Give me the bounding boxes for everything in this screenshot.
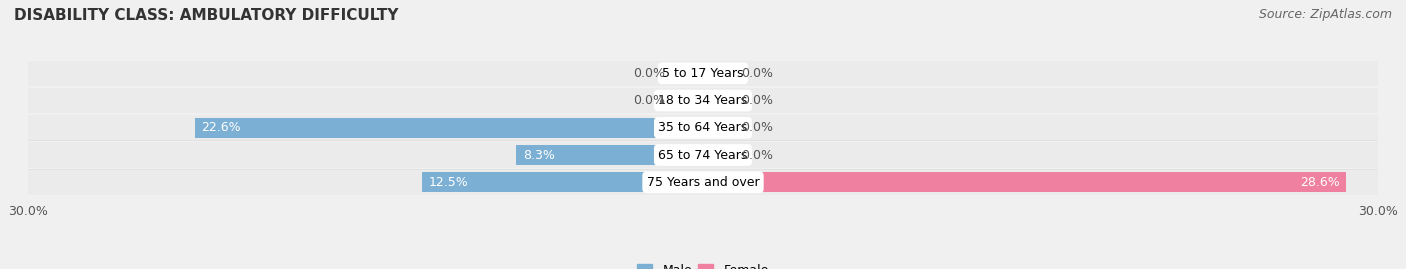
Bar bbox=[28, 88, 1378, 113]
Bar bbox=[703, 91, 737, 110]
Text: 28.6%: 28.6% bbox=[1301, 176, 1340, 189]
Text: 12.5%: 12.5% bbox=[429, 176, 468, 189]
Bar bbox=[28, 88, 1378, 113]
Text: 0.0%: 0.0% bbox=[741, 121, 773, 134]
Bar bbox=[669, 63, 703, 83]
Legend: Male, Female: Male, Female bbox=[637, 264, 769, 269]
Text: Source: ZipAtlas.com: Source: ZipAtlas.com bbox=[1258, 8, 1392, 21]
Bar bbox=[194, 118, 703, 137]
Bar bbox=[422, 172, 703, 192]
Text: 22.6%: 22.6% bbox=[201, 121, 240, 134]
Bar bbox=[28, 142, 1378, 168]
Bar bbox=[703, 172, 1347, 192]
Bar bbox=[28, 170, 1378, 195]
Bar bbox=[703, 118, 737, 137]
Text: 0.0%: 0.0% bbox=[633, 67, 665, 80]
Text: 65 to 74 Years: 65 to 74 Years bbox=[658, 148, 748, 161]
Text: 18 to 34 Years: 18 to 34 Years bbox=[658, 94, 748, 107]
Text: 5 to 17 Years: 5 to 17 Years bbox=[662, 67, 744, 80]
Bar bbox=[28, 143, 1378, 168]
Text: 0.0%: 0.0% bbox=[633, 94, 665, 107]
Bar bbox=[28, 115, 1378, 141]
Text: 0.0%: 0.0% bbox=[741, 148, 773, 161]
Text: 75 Years and over: 75 Years and over bbox=[647, 176, 759, 189]
Text: 35 to 64 Years: 35 to 64 Years bbox=[658, 121, 748, 134]
Bar bbox=[28, 169, 1378, 195]
Bar bbox=[516, 145, 703, 165]
Text: 0.0%: 0.0% bbox=[741, 94, 773, 107]
Bar bbox=[669, 91, 703, 110]
Bar bbox=[703, 145, 737, 165]
Text: DISABILITY CLASS: AMBULATORY DIFFICULTY: DISABILITY CLASS: AMBULATORY DIFFICULTY bbox=[14, 8, 398, 23]
Text: 8.3%: 8.3% bbox=[523, 148, 555, 161]
Bar bbox=[28, 61, 1378, 86]
Text: 0.0%: 0.0% bbox=[741, 67, 773, 80]
Bar bbox=[28, 61, 1378, 86]
Bar bbox=[28, 115, 1378, 140]
Bar bbox=[703, 63, 737, 83]
